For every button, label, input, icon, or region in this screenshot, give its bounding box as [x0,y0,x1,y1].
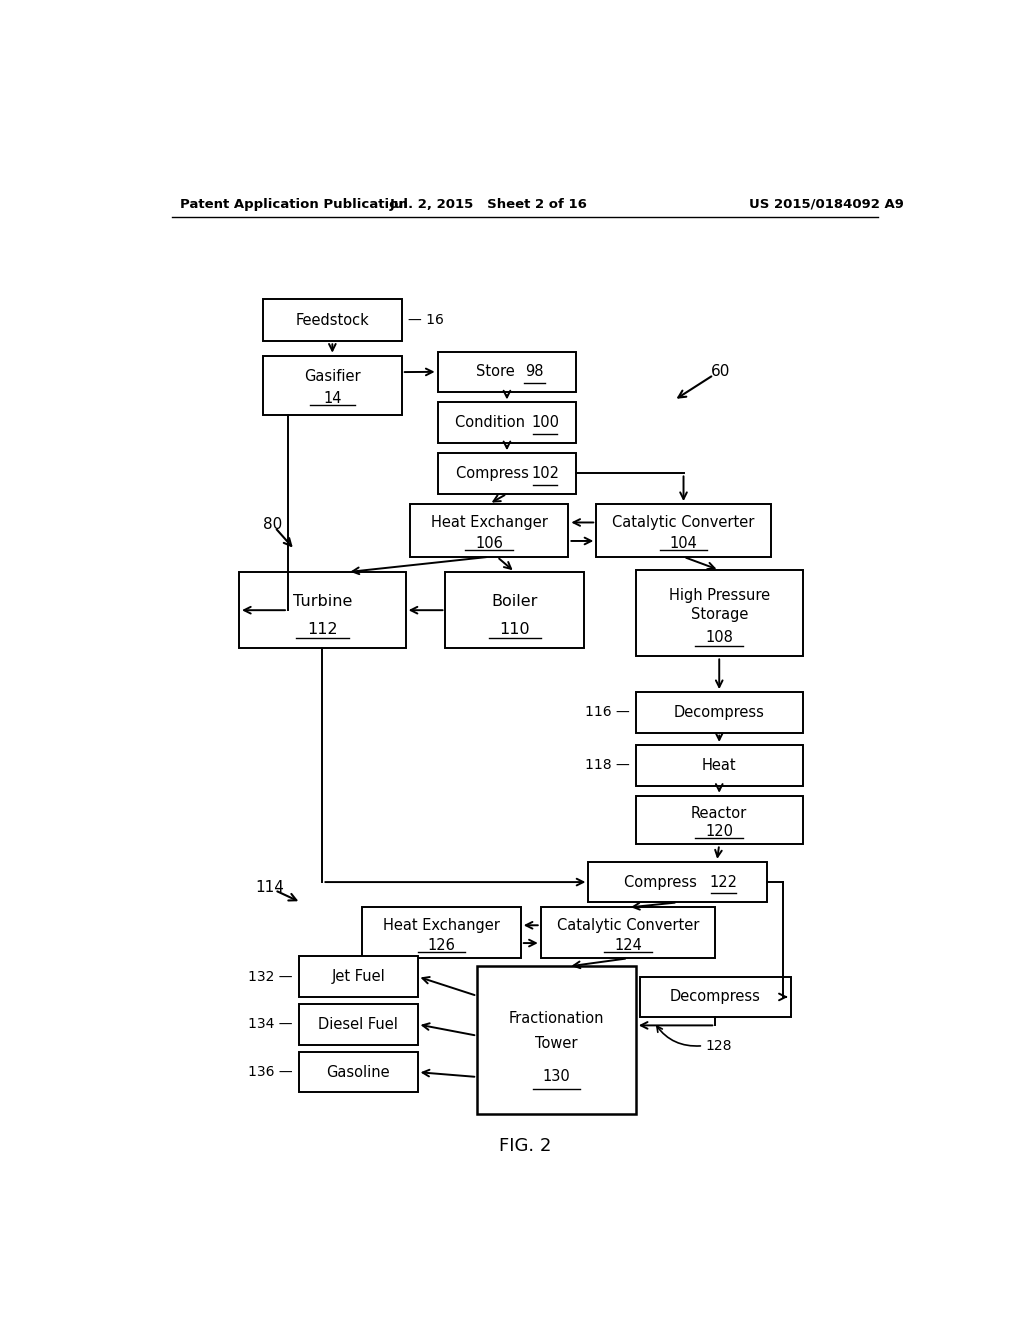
Text: Gasoline: Gasoline [327,1065,390,1080]
Text: Gasifier: Gasifier [304,370,360,384]
Text: Reactor: Reactor [691,805,748,821]
Text: Patent Application Publication: Patent Application Publication [179,198,408,211]
Text: 134 —: 134 — [248,1018,292,1031]
FancyBboxPatch shape [410,504,568,557]
Text: Tower: Tower [536,1036,578,1051]
Text: Fractionation: Fractionation [509,1011,604,1026]
Text: Decompress: Decompress [674,705,765,719]
Text: 124: 124 [614,939,642,953]
FancyBboxPatch shape [362,907,521,958]
Text: Turbine: Turbine [293,594,352,609]
Text: Compress: Compress [457,466,534,480]
Text: FIG. 2: FIG. 2 [499,1138,551,1155]
Text: Diesel Fuel: Diesel Fuel [318,1016,398,1032]
Text: 14: 14 [324,391,342,405]
FancyBboxPatch shape [636,744,803,785]
FancyBboxPatch shape [541,907,715,958]
Text: 100: 100 [531,416,559,430]
FancyBboxPatch shape [640,977,791,1018]
Text: 98: 98 [525,364,544,379]
FancyBboxPatch shape [437,453,577,494]
Text: 110: 110 [500,622,530,636]
Text: 126: 126 [428,939,456,953]
Text: 112: 112 [307,622,338,636]
FancyBboxPatch shape [437,403,577,444]
Text: 130: 130 [543,1069,570,1085]
Text: Storage: Storage [690,607,748,623]
FancyBboxPatch shape [263,298,401,342]
Text: Compress: Compress [624,875,706,890]
FancyBboxPatch shape [437,351,577,392]
Text: Catalytic Converter: Catalytic Converter [612,515,755,529]
Text: Catalytic Converter: Catalytic Converter [557,917,699,933]
Text: 108: 108 [706,630,733,645]
Text: Jet Fuel: Jet Fuel [332,969,385,985]
Text: 60: 60 [712,364,731,379]
Text: US 2015/0184092 A9: US 2015/0184092 A9 [749,198,904,211]
Text: 102: 102 [531,466,559,480]
FancyBboxPatch shape [477,966,636,1114]
FancyBboxPatch shape [596,504,771,557]
FancyBboxPatch shape [636,692,803,733]
Text: Heat Exchanger: Heat Exchanger [431,515,548,529]
Text: 136 —: 136 — [248,1065,292,1080]
FancyBboxPatch shape [636,796,803,845]
Text: 104: 104 [670,536,697,552]
FancyBboxPatch shape [636,570,803,656]
Text: — 16: — 16 [409,313,444,327]
Text: High Pressure: High Pressure [669,589,770,603]
Text: Boiler: Boiler [492,594,538,609]
Text: Jul. 2, 2015   Sheet 2 of 16: Jul. 2, 2015 Sheet 2 of 16 [390,198,588,211]
FancyBboxPatch shape [240,572,406,648]
Text: 80: 80 [263,517,283,532]
Text: 118 —: 118 — [585,758,630,772]
FancyBboxPatch shape [445,572,585,648]
Text: Heat Exchanger: Heat Exchanger [383,917,500,933]
Text: Decompress: Decompress [670,990,761,1005]
Text: 120: 120 [706,824,733,840]
Text: 106: 106 [475,536,503,552]
Text: Condition: Condition [456,416,530,430]
Text: Feedstock: Feedstock [296,313,370,327]
Text: 114: 114 [255,879,284,895]
FancyBboxPatch shape [299,956,418,997]
Text: Store: Store [476,364,519,379]
FancyBboxPatch shape [299,1052,418,1093]
Text: 128: 128 [706,1039,731,1053]
FancyBboxPatch shape [299,1005,418,1044]
Text: 122: 122 [710,875,737,890]
Text: Heat: Heat [701,758,736,772]
FancyBboxPatch shape [588,862,767,903]
Text: 116 —: 116 — [585,705,630,719]
FancyBboxPatch shape [263,355,401,414]
Text: 132 —: 132 — [248,970,292,983]
